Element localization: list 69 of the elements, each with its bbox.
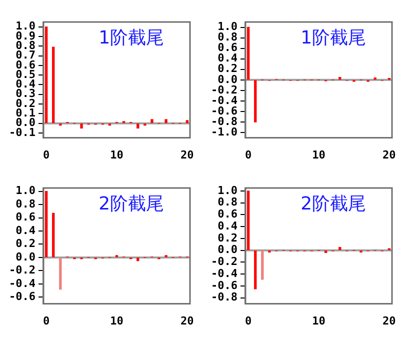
y-tick-label: -0.4 [210,94,238,107]
annotation: 2阶截尾 [98,194,164,215]
y-tick-label: -0.2 [8,264,36,277]
y-tick-label: -0.2 [210,255,238,268]
x-tick-label: 20 [180,148,194,162]
y-tick-label: -0.8 [210,290,238,304]
y-tick-label: 0.2 [218,231,238,244]
y-tick-label: 0.8 [218,30,238,44]
bar [59,258,62,290]
x-tick-label: 0 [244,314,252,328]
y-tick-label: 0.8 [16,197,36,210]
bar [52,212,55,258]
annotation: 1阶截尾 [98,28,164,49]
y-tick-label: -1.0 [210,125,238,138]
bar [261,250,264,280]
bar [44,26,48,124]
x-tick-label: 0 [42,314,50,328]
y-tick-label: 0.2 [16,96,36,110]
bar [52,46,55,124]
annotation: 2阶截尾 [300,194,366,215]
annotation: 1阶截尾 [300,28,366,49]
y-tick-label: 0.6 [16,210,36,224]
x-tick-label: 20 [180,314,194,328]
bar [246,26,250,80]
y-tick-label: 0.8 [218,196,238,209]
bar [150,119,154,124]
bar [254,80,257,122]
y-tick-label: -0.4 [210,266,238,280]
y-tick-label: -0.6 [210,104,238,118]
x-tick-label: 10 [312,148,326,162]
y-tick-label: 0.6 [218,208,238,221]
y-tick-label: -0.8 [210,114,238,128]
y-tick-label: 1.0 [218,184,238,197]
x-tick-label: 0 [244,148,252,162]
x-tick-label: 20 [382,148,396,162]
bar [338,247,342,250]
y-tick-label: 1.0 [16,184,36,198]
bar [136,258,140,262]
y-tick-label: 0.6 [218,41,238,54]
y-tick-label: 0.2 [218,62,238,76]
y-tick-label: 0.0 [218,243,238,256]
bar [136,123,140,128]
y-tick-label: -0.6 [8,290,36,304]
bar [324,250,328,254]
x-tick-label: 10 [312,314,326,328]
y-tick-label: 0.4 [16,224,36,237]
x-tick-label: 10 [110,314,124,328]
y-tick-label: 1.0 [218,20,238,34]
y-tick-label: 0.4 [218,52,238,65]
y-tick-label: 0.0 [16,250,36,264]
y-tick-label: -0.2 [210,83,238,96]
bar [59,123,62,126]
y-tick-label: -0.6 [210,278,238,292]
bar [254,250,257,290]
y-tick-label: 0.8 [16,38,36,52]
y-tick-label: 0.0 [218,72,238,86]
x-tick-label: 10 [110,148,124,162]
bar [164,119,168,124]
y-tick-label: 0.4 [218,219,238,232]
bar [186,120,189,124]
y-tick-label: 0.2 [16,237,36,250]
bar [108,123,112,126]
bar [80,123,83,128]
bar [44,190,48,258]
y-tick-label: -0.4 [8,276,36,290]
x-tick-label: 20 [382,314,396,328]
x-tick-label: 0 [42,148,50,162]
bar [144,123,146,126]
bar [246,190,250,250]
